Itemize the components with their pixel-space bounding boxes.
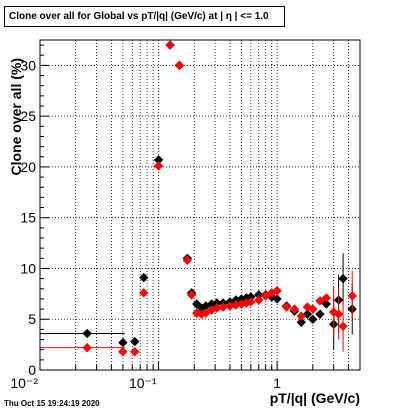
y-tick-label: 0 [28, 362, 36, 378]
x-axis-label: pT/|q| (GeV/c) [270, 390, 360, 406]
data-point-red [153, 161, 164, 171]
data-point-red [260, 291, 271, 301]
data-point-red [281, 302, 292, 312]
data-point-red [315, 296, 325, 306]
data-point-black [308, 314, 318, 324]
data-point-red [296, 311, 307, 321]
y-tick-label: 30 [20, 57, 36, 73]
data-point-black [130, 336, 140, 347]
data-point-red [118, 347, 128, 357]
data-point-red [289, 304, 300, 314]
data-point-red [338, 321, 348, 332]
y-tick-label: 15 [20, 210, 36, 226]
x-tick-label: 10⁻² [10, 375, 38, 391]
data-point-black [192, 299, 202, 309]
data-point-black [315, 309, 325, 319]
data-point-red [321, 293, 332, 303]
data-point-red [272, 286, 282, 296]
x-tick-label: 1 [273, 375, 281, 391]
data-point-red [139, 288, 149, 298]
data-markers [40, 40, 357, 357]
data-point-red [130, 347, 140, 357]
data-point-red [201, 308, 211, 318]
data-point-red [182, 255, 193, 266]
grid-lines [39, 40, 361, 370]
y-tick-label: 20 [20, 159, 36, 175]
data-point-red [82, 342, 92, 353]
data-point-black [272, 294, 282, 304]
y-tick-label: 5 [28, 311, 36, 327]
y-tick-label: 25 [20, 108, 36, 124]
axes [39, 39, 361, 371]
y-axis-label: Clone over all (%) [8, 58, 24, 175]
data-point-red [246, 297, 256, 307]
x-tick-label: 10⁻¹ [129, 375, 157, 391]
data-point-red [165, 40, 175, 50]
data-point-black [338, 273, 348, 284]
data-point-black [321, 299, 332, 309]
data-point-black [82, 328, 92, 339]
timestamp: Thu Oct 15 19:24:19 2020 [4, 399, 100, 408]
data-point-red [308, 304, 318, 314]
tick-labels: 0 5 10 15 20 25 30 10⁻² 10⁻¹ 1 [10, 57, 281, 391]
data-point-red [347, 291, 357, 301]
data-point-black [139, 272, 149, 283]
chart-title: Clone over all for Global vs pT/|q| (GeV… [4, 6, 285, 27]
data-point-black [296, 317, 307, 327]
data-point-red [333, 309, 344, 319]
data-point-red [186, 290, 197, 300]
plot-frame [39, 39, 361, 371]
data-point-red [254, 295, 264, 305]
data-point-red [174, 60, 185, 71]
y-tick-label: 10 [20, 260, 36, 276]
data-point-black [118, 337, 128, 348]
